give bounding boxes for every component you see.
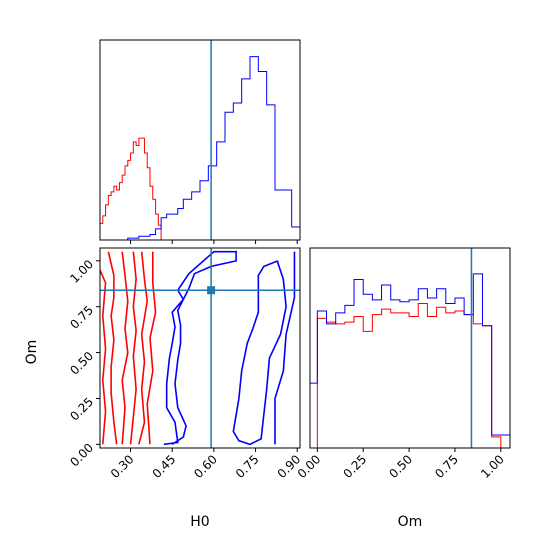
om-hist-x-tick-label-2: 0.50	[386, 452, 415, 481]
contour-blue-line-0	[163, 250, 237, 446]
contour-red-line-1	[121, 251, 129, 445]
om-hist-x-tick-label-3: 0.75	[432, 452, 461, 481]
om-histogram-blue-series	[309, 273, 511, 448]
contour-blue-line-1	[232, 260, 287, 446]
contour-red-line-0	[107, 251, 118, 445]
contour-y-tick-label-1: 0.25	[67, 395, 96, 424]
contour-x-tick-label-2: 0.60	[191, 452, 220, 481]
contour-panel: 0.30 0.45 0.60 0.75 0.900.000.250.500.751.00	[67, 247, 303, 481]
h0-histogram-blue-series	[122, 56, 301, 241]
contour-y-tick-label-2: 0.50	[67, 349, 96, 378]
om-hist-x-tick-label-0: 0.00	[295, 452, 324, 481]
contour-lines	[100, 248, 300, 448]
h0-histogram-red-series	[99, 137, 164, 241]
om-hist-x-tick-label-4: 1.00	[478, 452, 507, 481]
contour-red-line-5	[100, 269, 107, 445]
contour-red-line-3	[138, 251, 149, 445]
truth-marker	[207, 286, 216, 295]
contour-frame	[99, 247, 301, 449]
h0-histogram-panel	[99, 39, 301, 244]
om-histogram-frame	[309, 247, 511, 449]
contour-y-tick-label-0: 0.00	[67, 441, 96, 470]
contour-red-line-4	[146, 251, 157, 445]
x-axis-label-h0: H0	[190, 514, 209, 530]
om-histogram-red-series	[313, 303, 510, 449]
contour-x-tick-label-0: 0.30	[108, 452, 137, 481]
contour-blue-line-2	[274, 251, 296, 445]
contour-y-tick-label-3: 0.75	[67, 303, 96, 332]
h0-histogram-frame	[99, 39, 301, 241]
contour-red-line-2	[129, 251, 137, 445]
om-hist-x-tick-label-1: 0.25	[341, 452, 370, 481]
contour-x-tick-label-3: 0.75	[233, 452, 262, 481]
contour-y-tick-label-4: 1.00	[67, 257, 96, 286]
om-histogram-panel: 0.00 0.25 0.50 0.75 1.00	[295, 247, 511, 481]
y-axis-label-om: Om	[24, 340, 40, 365]
contour-x-tick-label-1: 0.45	[150, 452, 179, 481]
x-axis-label-om: Om	[398, 514, 423, 530]
